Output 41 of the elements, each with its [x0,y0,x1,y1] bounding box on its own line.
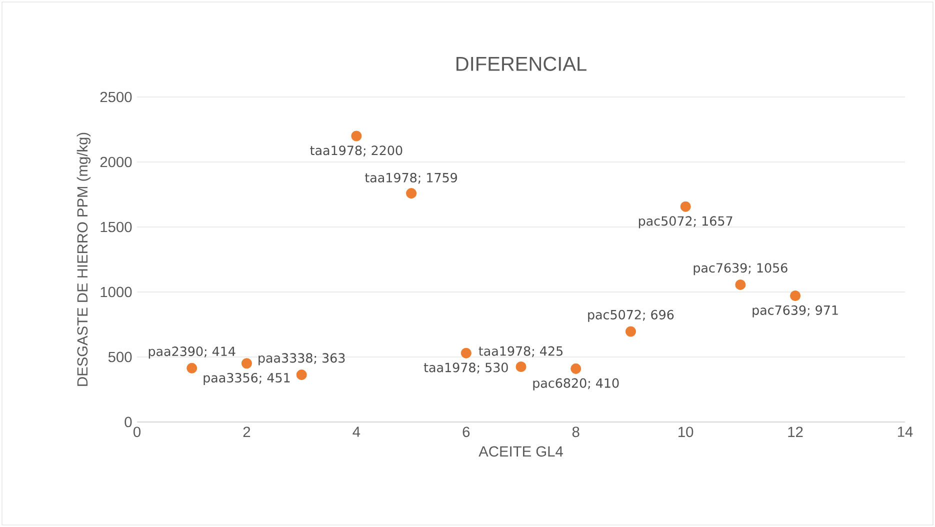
data-label: taa1978; 530 [424,362,508,374]
point [406,188,417,199]
data-label: paa2390; 414 [148,346,236,359]
point [570,363,582,374]
point [625,326,636,337]
data-label: pac7639; 971 [752,305,838,318]
x-tick-label: 8 [572,426,580,438]
data-label: pac5072; 1657 [638,216,732,228]
x-tick-label: 10 [678,426,694,438]
data-label: taa1978; 1759 [365,172,458,184]
point [735,279,746,290]
y-tick-label: 500 [108,352,132,362]
point [296,370,307,380]
point [186,362,198,374]
x-tick-label: 2 [243,426,250,437]
y-tick-label: 2500 [100,92,132,102]
y-axis-title: DESGASTE DE HIERRO PPM (mg/kg) [76,132,91,386]
x-tick-label: 12 [788,426,803,437]
y-tick-label: 2000 [100,156,132,168]
point [351,130,362,142]
x-tick-label: 0 [133,426,140,438]
point [241,358,252,369]
data-label: pac5072; 696 [588,310,674,322]
chart-title: DIFERENCIAL [456,56,586,71]
data-label: paa3338; 363 [258,353,345,366]
x-tick-label: 14 [898,426,913,437]
y-tick-label: 1500 [100,222,132,232]
x-tick-label: 6 [462,426,470,438]
x-axis-title: ACEITE GL4 [478,446,563,457]
data-label: pac7639; 1056 [694,263,788,276]
x-tick-label: 4 [352,426,360,437]
point [790,290,801,302]
data-label: taa1978; 425 [478,346,562,358]
data-label: taa1978; 2200 [310,146,402,156]
point [680,201,691,212]
y-tick-label: 1000 [100,286,132,298]
y-tick-label: 0 [124,416,132,428]
data-label: paa3356; 451 [204,372,290,385]
point [516,361,526,372]
point [460,348,472,358]
data-label: pac6820; 410 [533,378,619,390]
